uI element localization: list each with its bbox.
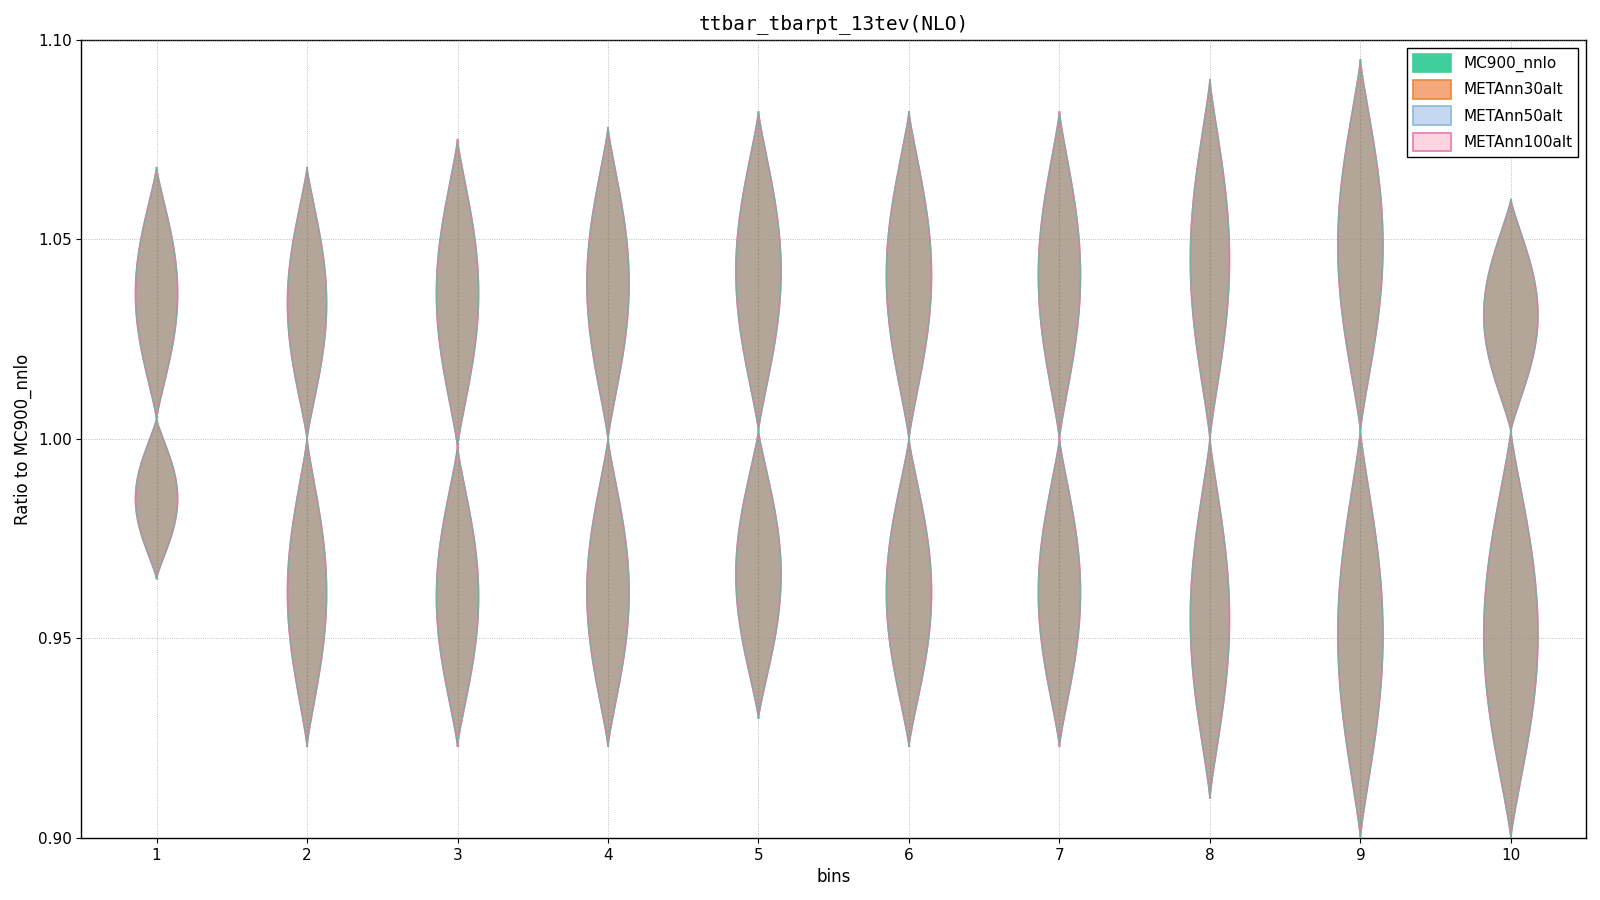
Polygon shape	[1038, 112, 1080, 746]
Polygon shape	[736, 112, 781, 718]
Polygon shape	[136, 167, 178, 579]
Polygon shape	[288, 167, 326, 746]
Polygon shape	[886, 112, 931, 746]
Polygon shape	[587, 128, 629, 746]
Polygon shape	[1483, 200, 1538, 838]
Polygon shape	[1190, 80, 1229, 798]
Polygon shape	[437, 140, 478, 746]
Polygon shape	[1338, 60, 1382, 838]
Title: ttbar_tbarpt_13tev(NLO): ttbar_tbarpt_13tev(NLO)	[699, 14, 970, 34]
Legend: MC900_nnlo, METAnn30alt, METAnn50alt, METAnn100alt: MC900_nnlo, METAnn30alt, METAnn50alt, ME…	[1406, 48, 1579, 158]
Y-axis label: Ratio to MC900_nnlo: Ratio to MC900_nnlo	[14, 354, 32, 525]
X-axis label: bins: bins	[816, 868, 851, 886]
